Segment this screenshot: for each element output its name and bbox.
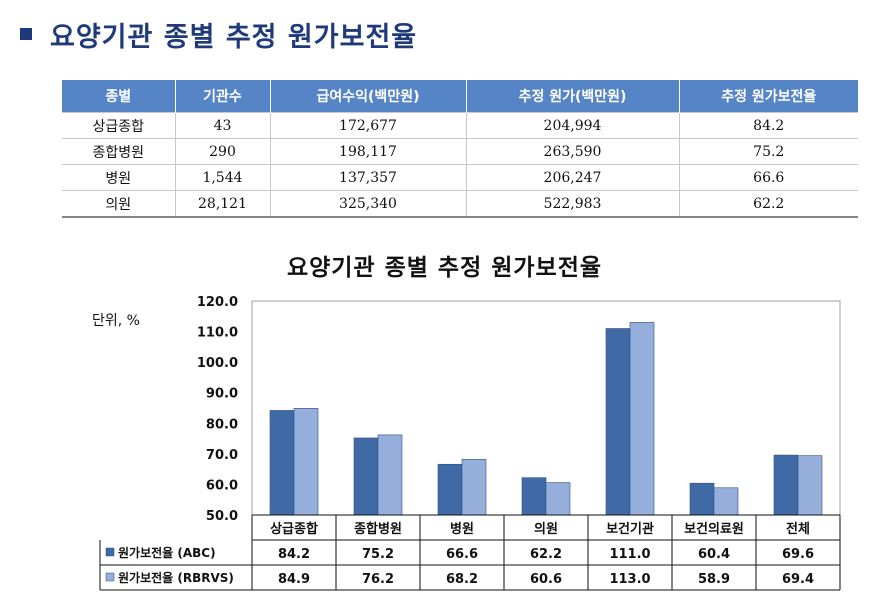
table-cell: 66.6 (678, 164, 858, 191)
table-header-cell: 급여수익(백만원) (269, 80, 466, 113)
table-cell: 28,121 (174, 190, 270, 218)
legend-label: 원가보전율 (ABC) (118, 545, 216, 560)
bar (773, 454, 799, 516)
x-tick-label: 보건의료원 (684, 521, 744, 537)
table-row: 종합병원 290 198,117 263,590 75.2 (62, 138, 858, 165)
summary-table: 종별 기관수 급여수익(백만원) 추정 원가(백만원) 추정 원가보전율 상급종… (62, 80, 858, 218)
table-cell: 1,544 (174, 164, 270, 191)
data-label: 62.2 (530, 547, 562, 562)
table-header-cell: 종별 (62, 80, 175, 113)
table-cell: 198,117 (269, 138, 466, 165)
bar (797, 455, 823, 516)
table-cell: 상급종합 (62, 112, 175, 139)
table-header-cell: 추정 원가보전율 (678, 80, 858, 113)
table-cell: 206,247 (465, 164, 679, 191)
bar (437, 463, 463, 516)
square-bullet-icon (20, 28, 32, 40)
table-header-cell: 추정 원가(백만원) (465, 80, 679, 113)
x-tick-label: 전체 (786, 521, 810, 537)
legend-swatch (105, 547, 115, 557)
table-cell: 290 (174, 138, 270, 165)
data-label: 60.4 (698, 547, 730, 562)
y-tick-label: 50.0 (206, 509, 238, 524)
bar (605, 328, 631, 516)
bar (293, 408, 319, 516)
data-label: 69.6 (782, 547, 814, 562)
table-header-cell: 기관수 (174, 80, 270, 113)
y-tick-label: 110.0 (197, 326, 238, 341)
table-cell: 263,590 (465, 138, 679, 165)
x-tick-label: 종합병원 (354, 521, 402, 537)
table-row: 의원 28,121 325,340 522,983 62.2 (62, 190, 858, 218)
y-tick-label: 90.0 (206, 387, 238, 402)
bar (377, 434, 403, 516)
legend-label: 원가보전율 (RBRVS) (118, 570, 234, 585)
x-tick-label: 의원 (534, 521, 558, 537)
bar (461, 459, 487, 516)
bar (269, 410, 295, 516)
unit-label: 단위, % (92, 313, 140, 329)
chart-title: 요양기관 종별 추정 원가보전율 (286, 255, 603, 281)
bar (521, 477, 547, 516)
table-cell: 종합병원 (62, 138, 175, 165)
table-cell: 75.2 (678, 138, 858, 165)
data-label: 111.0 (609, 547, 650, 562)
data-label: 113.0 (609, 572, 650, 587)
bar (353, 437, 379, 516)
data-label: 84.2 (278, 547, 310, 562)
table-row: 병원 1,544 137,357 206,247 66.6 (62, 164, 858, 191)
bar (713, 487, 739, 516)
legend-swatch (105, 572, 115, 582)
table-header-row: 종별 기관수 급여수익(백만원) 추정 원가(백만원) 추정 원가보전율 (62, 80, 858, 113)
table-cell: 325,340 (269, 190, 466, 218)
table-cell: 의원 (62, 190, 175, 218)
table-cell: 137,357 (269, 164, 466, 191)
data-label: 76.2 (362, 572, 394, 587)
data-label: 60.6 (530, 572, 562, 587)
table-cell: 172,677 (269, 112, 466, 139)
data-label: 66.6 (446, 547, 478, 562)
data-label: 58.9 (698, 572, 730, 587)
table-cell: 62.2 (678, 190, 858, 218)
data-label: 68.2 (446, 572, 478, 587)
data-label: 75.2 (362, 547, 394, 562)
table-cell: 병원 (62, 164, 175, 191)
data-label: 69.4 (782, 572, 814, 587)
x-tick-label: 상급종합 (270, 521, 318, 537)
y-tick-label: 80.0 (206, 417, 238, 432)
page-title: 요양기관 종별 추정 원가보전율 (50, 21, 418, 53)
bar (689, 482, 715, 516)
table-cell: 84.2 (678, 112, 858, 139)
table-cell: 43 (174, 112, 270, 139)
table-cell: 204,994 (465, 112, 679, 139)
y-tick-label: 60.0 (206, 478, 238, 493)
table-cell: 522,983 (465, 190, 679, 218)
y-tick-label: 100.0 (197, 356, 238, 371)
y-tick-label: 120.0 (197, 295, 238, 310)
table-row: 상급종합 43 172,677 204,994 84.2 (62, 112, 858, 139)
x-tick-label: 병원 (450, 521, 474, 537)
bar (629, 322, 655, 516)
data-label: 84.9 (278, 572, 310, 587)
bar (545, 482, 571, 516)
x-tick-label: 보건기관 (606, 521, 654, 537)
title-row: 요양기관 종별 추정 원가보전율 (20, 14, 417, 54)
y-tick-label: 70.0 (206, 448, 238, 463)
